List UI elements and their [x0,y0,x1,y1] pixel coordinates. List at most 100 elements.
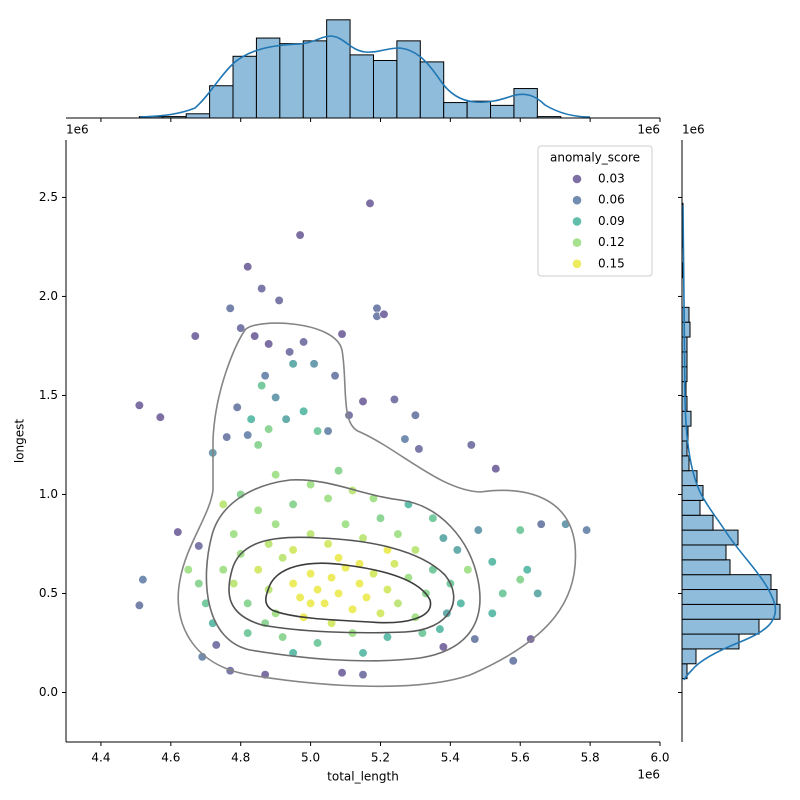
scatter-point [382,584,393,595]
scatter-point [379,309,389,319]
scatter-point [229,529,239,539]
scatter-point [323,539,333,549]
scatter-point [277,553,288,563]
scatter-point [347,604,358,614]
scatter-point [138,574,148,585]
scatter-point [312,426,323,436]
top-offset-label: 1e6 [66,123,89,137]
scatter-point [222,432,232,442]
scatter-point [470,634,480,644]
scatter-point [155,412,165,422]
scatter-point [243,262,253,272]
x-hist-bar [372,59,398,119]
scatter-point [522,565,532,575]
scatter-point [243,430,253,440]
y-hist-bar [681,559,731,576]
scatter-point [243,628,253,638]
scatter-point [414,444,424,454]
scatter-point [236,323,246,333]
scatter-point [312,584,323,595]
scatter-point [498,588,508,599]
legend-title: anomaly_score [550,151,640,165]
scatter-point [218,499,228,510]
legend-marker [572,259,582,269]
scatter-point [428,513,438,523]
x-kde-curve [139,35,591,118]
scatter-point [295,592,305,603]
legend-label: 0.15 [598,256,625,270]
x-hist-bar [326,19,351,119]
scatter-point [190,331,200,341]
scatter-point [456,598,466,609]
scatter-point [536,519,546,529]
scatter-point [473,525,483,535]
scatter-point [270,392,281,403]
legend-marker [572,195,582,205]
scatter-point [375,513,386,523]
kde-contour [228,536,455,634]
scatter-point [442,608,452,618]
scatter-point [277,632,288,642]
scatter-point [253,505,263,515]
y-tick-label: 2.5 [39,190,58,204]
scatter-point [410,410,421,420]
kde-contour [205,479,481,662]
scatter-point [361,592,372,603]
scatter-point [581,525,592,535]
scatter-point [319,598,330,609]
scatter-point [309,359,319,369]
scatter-point [323,426,333,436]
top-offset-label: 1e6 [637,123,660,137]
scatter-point [232,402,242,412]
x-tick-label: 5.4 [441,751,460,765]
legend-label: 0.06 [598,193,625,207]
scatter-point [257,380,267,391]
y-hist-bar [681,306,690,323]
y-hist-bar [681,514,714,531]
y-hist-bar [681,574,772,591]
scatter-point [270,470,281,480]
scatter-point [284,347,295,357]
x-hist-bar [443,102,468,119]
scatter-point [173,527,183,537]
y-hist-bar [681,499,701,516]
x-tick-label: 4.6 [161,751,180,765]
kde-contours [177,322,577,688]
scatter-point [375,608,386,618]
x-tick-label: 5.2 [371,751,390,765]
scatter-point [372,303,382,313]
scatter-point [260,371,270,381]
scatter-point [183,565,193,575]
x-tick-label: 4.8 [231,751,250,765]
scatter-point [264,424,274,434]
legend-marker [572,238,582,247]
x-hist-bar [185,113,211,119]
y-hist-bar [681,544,727,561]
scatter-point [466,440,476,450]
legend-label: 0.03 [598,172,625,186]
kde-contour [177,322,577,688]
legend-box [537,145,653,277]
y-tick-label: 0.5 [39,586,58,600]
y-hist-bar [681,455,690,472]
scatter-point [337,668,347,678]
scatter-point [400,434,410,444]
scatter-point [229,578,239,589]
scatter-point [410,545,421,555]
y-tick-label: 2.0 [39,289,58,303]
scatter-point [134,600,145,611]
scatter-point [323,493,333,504]
scatter-point [487,608,497,618]
y-hist-bar [681,589,778,605]
right-offset-label: 1e6 [682,123,705,137]
x-hist-bar [466,100,492,119]
scatter-point [253,440,263,450]
scatter-point [305,598,316,609]
kde-contour [265,562,432,624]
scatter-point [243,598,253,609]
x-tick-label: 5.6 [511,751,530,765]
x-hist-bar [279,43,304,119]
legend-marker [572,174,582,184]
legend-marker [572,217,582,226]
scatter-point [288,545,298,555]
